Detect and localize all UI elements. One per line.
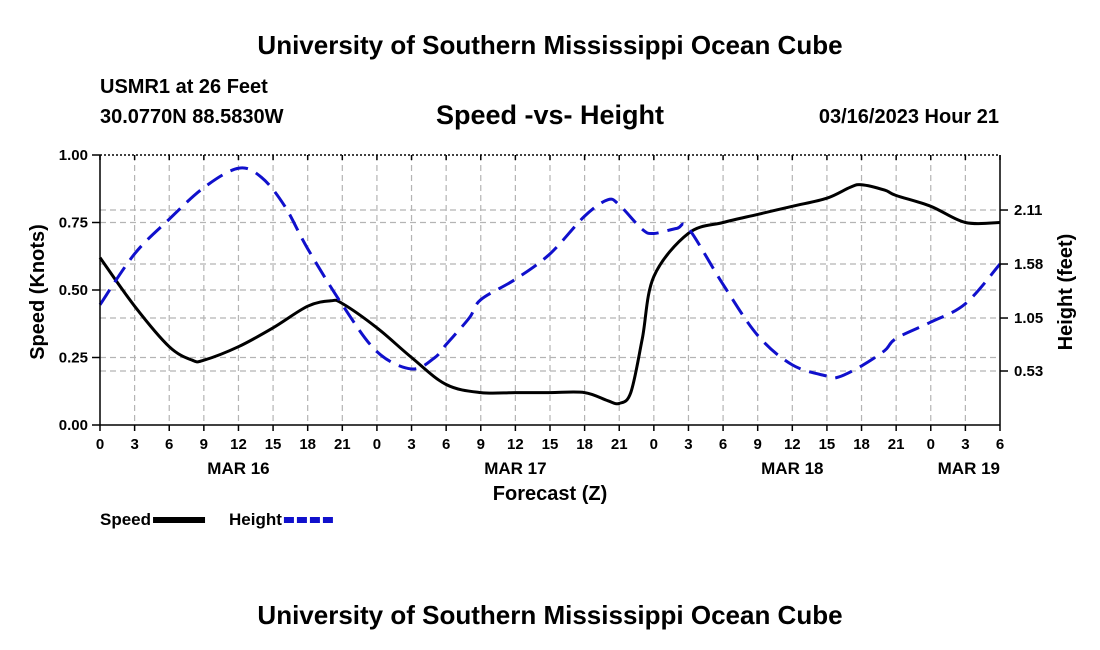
x-axis-title: Forecast (Z)	[493, 483, 607, 505]
legend-label-speed: Speed	[100, 510, 151, 529]
y-tick-label: 0.25	[59, 350, 88, 367]
station-label: USMR1 at 26 Feet	[100, 76, 268, 98]
x-tick-label: 0	[373, 436, 381, 453]
x-tick-label: 18	[299, 436, 316, 453]
x-tick-label: 9	[477, 436, 485, 453]
x-tick-label: 18	[576, 436, 593, 453]
x-tick-label: 12	[230, 436, 247, 453]
x-tick-label: 12	[507, 436, 524, 453]
x-tick-label: 21	[611, 436, 628, 453]
series-line-speed	[98, 183, 1001, 406]
footer-title: University of Southern Mississippi Ocean…	[257, 600, 843, 630]
y-axis-title: Speed (Knots)	[27, 224, 49, 360]
x-tick-label: 15	[819, 436, 836, 453]
series-line-height	[98, 166, 1002, 380]
axes-layer	[92, 154, 1008, 431]
x-tick-label: 6	[996, 436, 1004, 453]
y-tick-label: 1.00	[59, 147, 88, 164]
chart-subtitle: Speed -vs- Height	[0, 100, 1100, 131]
forecast-datetime: 03/16/2023 Hour 21	[818, 106, 999, 128]
x-tick-label: 3	[130, 436, 138, 453]
page-title: University of Southern Mississippi Ocean…	[257, 30, 843, 60]
labels-layer: 0 3 6 9 12 15 18 21 0 3 6 9 12 15 18 21 0 3 6 9 12 15 18 21 0 3 6 M…	[27, 147, 1077, 505]
y2-axis-title: Height (feet)	[1055, 234, 1077, 351]
chart-subtitle-text: Speed -vs- Height	[435, 100, 665, 130]
x-date-label: MAR 18	[761, 459, 823, 478]
x-tick-label: 3	[407, 436, 415, 453]
x-tick-label: 9	[200, 436, 208, 453]
x-tick-label: 9	[754, 436, 762, 453]
x-tick-label: 12	[784, 436, 801, 453]
x-tick-label: 15	[265, 436, 282, 453]
y-tick-label: 0.75	[59, 215, 88, 232]
y2-tick-label: 0.53	[1014, 363, 1043, 380]
x-tick-label: 6	[719, 436, 727, 453]
x-date-label: MAR 16	[207, 459, 269, 478]
legend: Speed Height	[100, 510, 336, 529]
x-tick-label: 0	[650, 436, 658, 453]
x-tick-label: 0	[96, 436, 104, 453]
x-tick-label: 21	[888, 436, 905, 453]
x-tick-label: 3	[684, 436, 692, 453]
y-tick-label: 0.00	[59, 417, 88, 434]
x-tick-label: 6	[165, 436, 173, 453]
y-tick-label: 0.50	[59, 282, 88, 299]
series-layer	[98, 166, 1002, 406]
x-tick-label: 0	[927, 436, 935, 453]
grid-layer	[100, 155, 1000, 425]
y2-tick-label: 1.05	[1014, 310, 1043, 327]
x-date-label: MAR 17	[484, 459, 546, 478]
y2-tick-label: 2.11	[1014, 202, 1042, 219]
x-tick-label: 15	[542, 436, 559, 453]
x-tick-label: 18	[853, 436, 870, 453]
x-tick-label: 3	[961, 436, 969, 453]
x-tick-label: 6	[442, 436, 450, 453]
x-tick-label: 21	[334, 436, 351, 453]
x-date-label: MAR 19	[938, 459, 1000, 478]
legend-label-height: Height	[229, 510, 282, 529]
station-coordinates: 30.0770N 88.5830W	[100, 106, 284, 128]
y2-tick-label: 1.58	[1014, 256, 1043, 273]
